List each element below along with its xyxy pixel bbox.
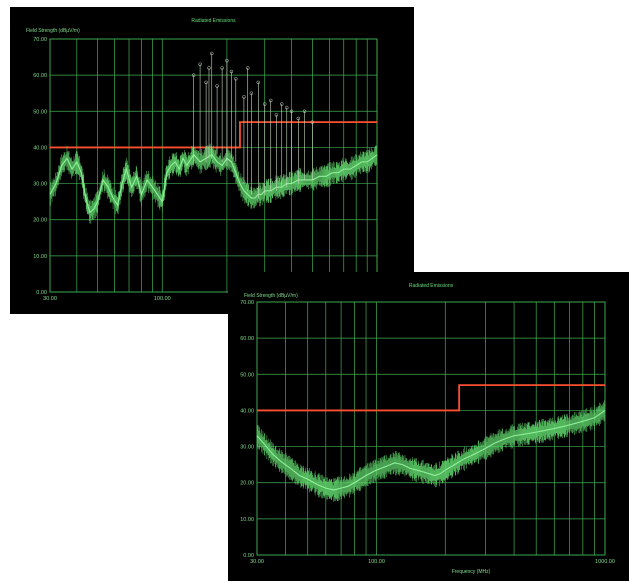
x-tick-label: 100.00 (154, 296, 171, 302)
y-tick-label: 50.00 (33, 109, 47, 115)
peak-marker (234, 77, 238, 81)
peak-marker (262, 102, 267, 106)
peak-marker (229, 69, 234, 74)
x-tick-label: 30.00 (43, 296, 57, 302)
peak-marker (215, 84, 219, 88)
peak-marker (245, 66, 250, 70)
peak-marker (289, 109, 294, 114)
peak-marker (225, 58, 229, 63)
chart-2-group: Radiated Emissions Field Strength (dBµV/m… (240, 283, 615, 575)
chart-2-svg: Radiated Emissions Field Strength (dBµV/m… (240, 283, 615, 575)
chart-1-svg: Radiated Emissions Field Strength (dBµV/m… (26, 18, 378, 310)
y-tick-label: 30.00 (33, 182, 47, 188)
y-tick-label: 50.00 (240, 372, 254, 378)
emission-noise-band (256, 400, 605, 502)
chart-1-group: Radiated Emissions Field Strength (dBµV/m… (26, 18, 378, 310)
emissions-chart-2: Radiated Emissions Field Strength (dBµV/m… (228, 272, 629, 581)
peak-marker (204, 80, 208, 85)
x-axis-label: Frequency (MHz) (452, 569, 491, 575)
peak-marker (198, 62, 202, 67)
x-tick-label: 100.00 (368, 559, 385, 565)
y-tick-label: 10.00 (33, 254, 47, 260)
y-tick-label: 0.00 (243, 553, 254, 559)
emissions-chart-1: Radiated Emissions Field Strength (dBµV/m… (10, 7, 414, 314)
y-tick-label: 60.00 (33, 73, 47, 79)
limit-line (50, 121, 377, 149)
peak-marker (268, 98, 273, 103)
y-tick-label: 70.00 (33, 37, 47, 43)
peak-marker (302, 109, 307, 114)
y-tick-label: 40.00 (33, 145, 47, 151)
peak-marker (256, 80, 261, 85)
peak-marker (310, 120, 315, 124)
peak-marker (279, 102, 284, 106)
x-tick-label: 30.00 (250, 559, 264, 565)
peak-marker (296, 116, 301, 121)
plot-border (49, 38, 378, 293)
y-axis-label: Field Strength (dBµV/m) (26, 28, 80, 34)
peak-marker (242, 95, 246, 99)
peak-marker (249, 91, 254, 95)
peak-marker (274, 113, 279, 117)
chart-title: Radiated Emissions (191, 18, 236, 24)
y-tick-label: 40.00 (240, 408, 254, 414)
peak-marker (210, 51, 214, 56)
y-tick-label: 70.00 (240, 300, 254, 306)
emission-noise-band (49, 143, 377, 224)
chart-title: Radiated Emissions (409, 283, 454, 289)
y-tick-label: 0.00 (36, 290, 47, 296)
peak-marker (285, 105, 289, 110)
y-tick-label: 10.00 (240, 517, 254, 523)
y-axis-label: Field Strength (dBµV/m) (244, 293, 298, 299)
x-tick-label: 1000.00 (595, 559, 615, 565)
y-tick-label: 60.00 (240, 336, 254, 342)
limit-line (257, 384, 605, 412)
y-tick-label: 30.00 (240, 445, 254, 451)
peak-marker (191, 73, 196, 77)
peak-marker (220, 66, 224, 70)
emission-trace (256, 409, 606, 491)
y-tick-label: 20.00 (240, 481, 254, 487)
peak-marker (207, 66, 211, 70)
y-tick-label: 20.00 (33, 218, 47, 224)
